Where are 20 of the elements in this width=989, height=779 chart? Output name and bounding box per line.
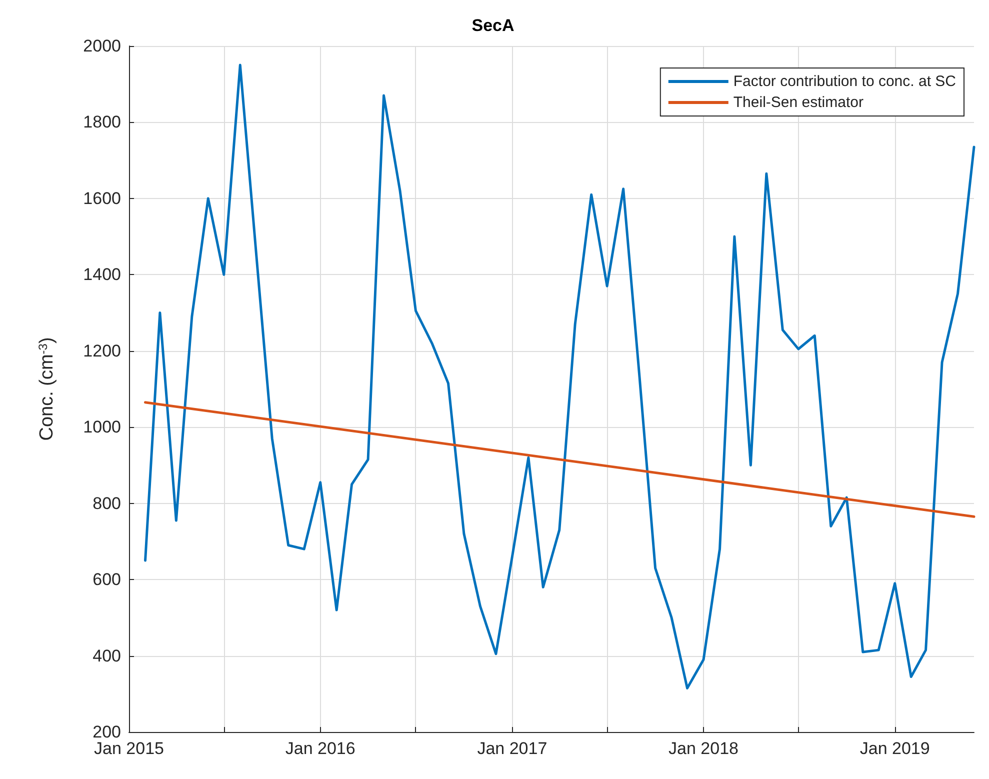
x-tick-label: Jan 2017 xyxy=(477,739,548,758)
legend-label: Factor contribution to conc. at SC xyxy=(733,73,956,90)
y-tick-label: 600 xyxy=(92,570,121,590)
x-tick-label: Jan 2018 xyxy=(668,739,738,758)
chart-title: SecA xyxy=(472,16,514,35)
y-tick-label: 1200 xyxy=(83,341,121,360)
line-series xyxy=(144,64,976,690)
y-tick-label: 200 xyxy=(92,722,121,742)
y-tick-label: 1400 xyxy=(83,265,121,284)
legend-label: Theil-Sen estimator xyxy=(733,94,864,111)
y-tick-label: 800 xyxy=(92,494,121,513)
y-axis-title: Conc. (cm-3) xyxy=(36,337,58,441)
x-tick-label: Jan 2015 xyxy=(94,739,164,758)
y-tick-label: 2000 xyxy=(83,36,121,56)
y-tick-label: 1800 xyxy=(83,112,121,132)
x-tick-label: Jan 2016 xyxy=(285,739,356,758)
y-tick-label: 400 xyxy=(92,646,121,666)
y-tick-label: 1000 xyxy=(83,418,121,437)
x-tick-label: Jan 2019 xyxy=(860,739,930,758)
y-tick-label: 1600 xyxy=(83,188,121,208)
